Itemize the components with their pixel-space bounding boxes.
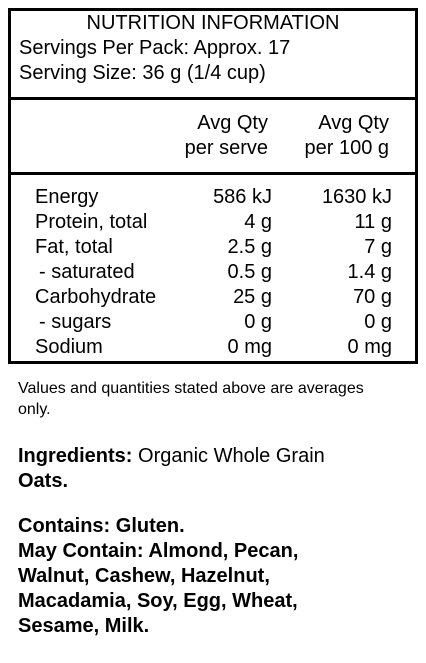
contains: Contains: Gluten. <box>18 515 185 537</box>
table-cell: 1.4 g <box>347 261 392 283</box>
ingredients: Ingredients: Organic Whole Grain Oats. <box>18 444 378 494</box>
note: Values and quantities stated above are a… <box>18 380 364 418</box>
serving-size: Serving Size: 36 g (1/4 cup) <box>19 62 266 84</box>
table-cell: 70 g <box>353 286 392 308</box>
table-cell: 0 mg <box>347 336 392 358</box>
table-cell: 0 g <box>364 311 392 333</box>
may-contain: May Contain: Almond, Pecan, Walnut, Cash… <box>18 540 299 637</box>
title: NUTRITION INFORMATION <box>86 12 340 34</box>
table-cell: 7 g <box>364 236 392 258</box>
rule <box>11 97 415 100</box>
table-cell: 4 g <box>244 211 272 233</box>
table-cell: 0 g <box>244 311 272 333</box>
table-cell: 2.5 g <box>227 236 272 258</box>
table-cell: Sodium <box>35 336 103 358</box>
table-cell: Protein, total <box>35 211 148 233</box>
column-header: Avg Qty <box>318 112 389 134</box>
table-cell: 11 g <box>354 211 392 233</box>
rule <box>11 172 415 175</box>
table-cell: Fat, total <box>35 236 113 258</box>
table-cell: 0.5 g <box>227 261 272 283</box>
servings: Servings Per Pack: Approx. 17 <box>19 37 291 59</box>
table-cell: 586 kJ <box>213 186 272 208</box>
table-cell: - sugars <box>39 311 112 333</box>
table-cell: Carbohydrate <box>35 286 157 308</box>
column-header: per 100 g <box>304 137 389 159</box>
table-cell: - saturated <box>39 261 135 283</box>
ingredients-label: Ingredients: <box>18 445 133 467</box>
table-cell: 0 mg <box>227 336 272 358</box>
column-header: per serve <box>184 137 268 159</box>
nutrition-panel: NUTRITION INFORMATION Servings Per Pack:… <box>8 8 418 364</box>
table-cell: 1630 kJ <box>321 186 392 208</box>
ingredients-bold: Oats. <box>18 470 69 492</box>
table-cell: 25 g <box>233 286 272 308</box>
table-cell: Energy <box>35 186 99 208</box>
column-header: Avg Qty <box>197 112 268 134</box>
ingredients-text: Organic Whole Grain <box>138 445 325 467</box>
